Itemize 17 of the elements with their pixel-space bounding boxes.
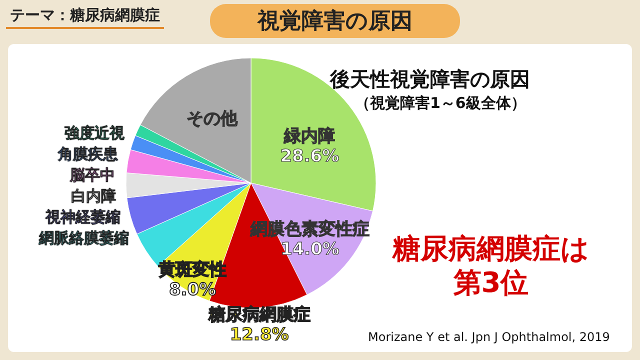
text: 糖尿病網膜症は第3位 (391, 232, 590, 300)
slice-label: 角膜疾患 (58, 145, 118, 164)
slice-label: 緑内障 (283, 126, 336, 146)
chart-title: 視覚障害の原因 (210, 4, 460, 38)
slice-label: 網脈絡膜萎縮 (38, 229, 129, 248)
slice-label: 視神経萎縮 (45, 208, 120, 227)
slice-label: その他 (186, 108, 239, 129)
text: Morizane Y et al. Jpn J Ophthalmol, 2019 (368, 330, 610, 344)
text: テーマ：糖尿病網膜症 (6, 4, 164, 29)
data-label: 28.6% (280, 146, 340, 166)
slice-label: 強度近視 (64, 124, 125, 143)
text: 後天性視覚障害の原因 (330, 66, 530, 93)
data-label: 12.8% (230, 325, 289, 346)
slice-label: 脳卒中 (70, 166, 116, 185)
text: （視覚障害1～6級全体） (355, 94, 526, 113)
slice-label: 白内障 (70, 187, 116, 206)
slice-label: 糖尿病網膜症 (207, 305, 310, 326)
